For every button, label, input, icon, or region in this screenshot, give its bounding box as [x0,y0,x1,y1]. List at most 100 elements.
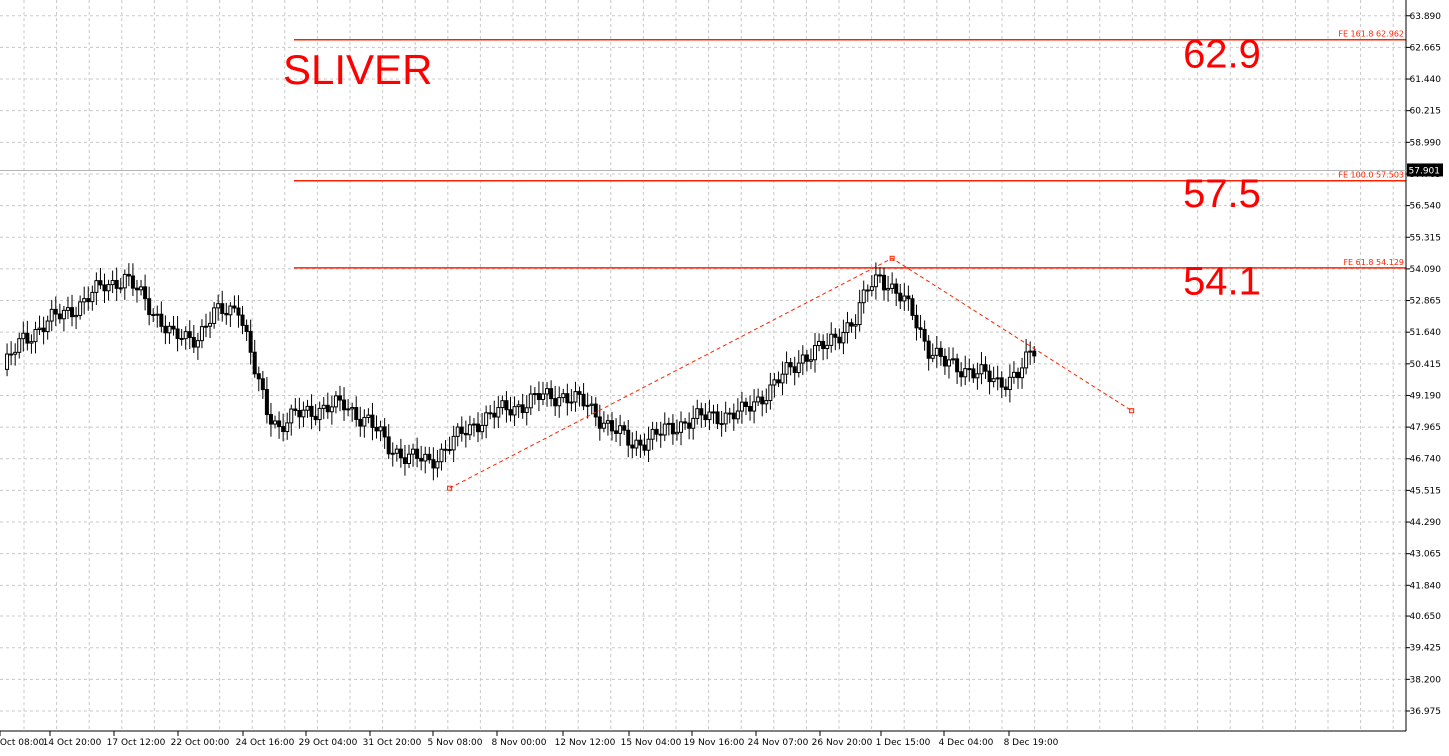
candle [70,294,75,327]
candle [224,302,229,325]
candle-body [427,453,432,461]
candle-body [25,332,30,344]
candle [439,443,444,471]
candle-body [260,378,265,391]
candle-body [90,291,95,303]
candle-body [825,344,830,350]
candle [1007,364,1012,403]
candle-body [110,279,115,286]
candle-body [402,457,407,464]
candle-body [585,404,590,407]
candle-body [813,345,817,361]
candle-body [951,358,956,361]
candle-body [735,410,740,420]
fibonacci-expansion-levels[interactable]: FE 161.8 62.962 FE 100.0 57.503 FE 61.8 54… [294,30,1406,269]
candle-body [788,362,793,368]
candle-body [979,364,984,375]
candle [524,395,529,426]
candle [735,398,740,424]
candle [455,423,460,447]
fe-anchor-point[interactable] [447,485,453,491]
fe-anchor-point[interactable] [1129,408,1135,414]
candle-body [845,322,850,333]
candle-body [362,416,367,427]
candle-body [370,414,375,428]
candle [110,270,115,294]
candle [476,412,481,443]
candle [317,401,322,432]
candle [431,447,436,481]
x-tick-label: 24 Nov 07:00 [748,738,809,748]
candle-body [963,368,968,378]
level-annotation: 54.1 [1183,260,1261,304]
candle [946,347,951,379]
candle-body [325,404,330,413]
candle [175,316,180,352]
candle-body [545,388,550,395]
x-tick-label: 26 Nov 20:00 [812,738,873,748]
candle [252,339,257,378]
candle [711,404,716,424]
candle [536,381,541,412]
candle-body [41,327,46,333]
candle [723,401,728,432]
candle-body [13,351,18,355]
candle [285,412,290,440]
x-tick-label: 8 Dec 19:00 [1004,738,1059,748]
candle [232,295,237,313]
candle-body [731,412,736,420]
current-price-label: 57.901 [1409,166,1441,176]
candle [114,267,119,302]
candle [167,321,172,344]
candle [163,315,168,345]
candle-body [423,453,428,462]
candle [813,332,817,373]
candle [17,332,22,359]
fe-pattern-line[interactable] [449,257,1132,489]
candle [646,426,651,462]
candle-body [61,309,66,320]
candle-body [33,328,38,343]
fe-anchor-point[interactable] [889,255,895,261]
candle [748,395,753,421]
candle [9,341,14,366]
candle-body [658,433,663,436]
candle [934,335,939,368]
candle-body [756,396,761,403]
level-annotation: 62.9 [1183,32,1261,76]
candle [699,402,704,428]
y-tick-label: 47.965 [1410,423,1442,433]
candle [212,302,217,329]
candle-body [646,438,651,451]
candle [683,417,688,430]
candle [427,446,432,464]
candle [329,395,334,425]
candle [386,424,391,459]
candle-body [890,283,895,289]
candle [792,356,797,386]
candle [605,414,610,436]
candle-body [305,405,310,411]
candle [451,425,456,463]
candle-body [561,393,566,399]
candle [500,395,505,415]
candle-body [277,420,282,428]
candle [488,404,493,420]
candle-body [390,452,395,455]
candle-body [248,330,253,353]
candle-body [195,340,200,348]
candle-body [934,347,939,356]
candle-body [540,393,545,400]
candle [289,404,294,436]
candle-body [29,341,34,344]
candle [309,394,314,430]
fibonacci-pattern-lines[interactable] [447,255,1135,491]
candle-body [821,340,826,350]
candle [25,320,30,351]
candle-body [151,314,156,317]
candle-body [366,414,371,418]
candle [504,391,509,423]
candle [971,364,976,383]
candle [147,286,152,326]
